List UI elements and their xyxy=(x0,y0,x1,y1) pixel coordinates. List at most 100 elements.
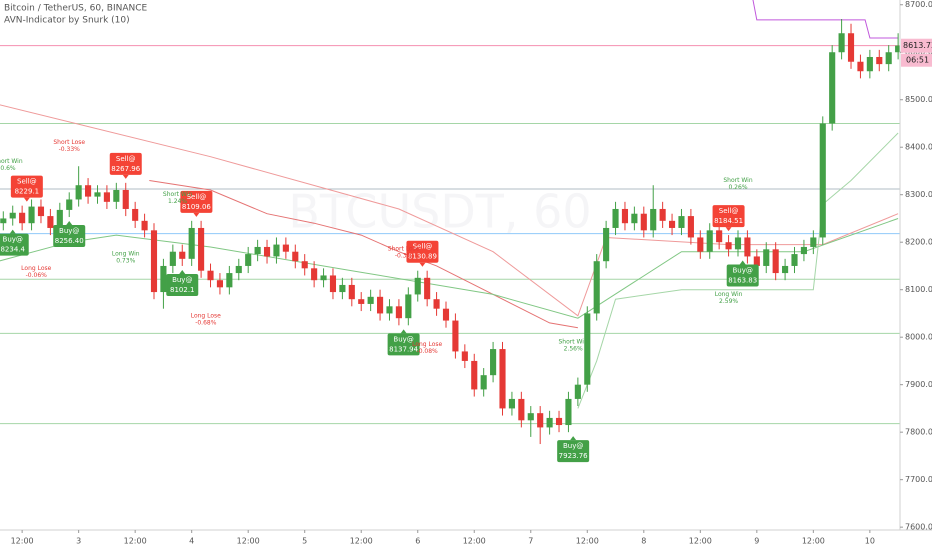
signal-price: 8229.1 xyxy=(15,188,40,196)
candle-body xyxy=(650,208,657,231)
note-pct: 0.26% xyxy=(728,184,747,191)
x-tick-label: 3 xyxy=(76,537,81,546)
y-tick-label: 8500.00 xyxy=(905,95,932,104)
signal-pointer xyxy=(23,197,30,202)
x-tick-label: 12:00 xyxy=(350,537,373,546)
y-tick-label: 8000.00 xyxy=(905,333,932,342)
candle-body xyxy=(546,417,553,428)
candle-body xyxy=(847,33,855,62)
candle-body xyxy=(508,398,515,409)
candle-body xyxy=(75,185,82,200)
note-pct: 0.73% xyxy=(116,258,135,265)
signal-pointer xyxy=(739,260,746,265)
x-tick-label: 12:00 xyxy=(237,537,260,546)
candle-body xyxy=(706,230,713,252)
indicator-line xyxy=(752,0,899,39)
candle-body xyxy=(866,56,873,72)
plot-area: Buy@ 8234.4 Sell@ 8229.1 Buy@ 8256.40 Sell@ 826… xyxy=(0,0,900,463)
candle-body xyxy=(367,296,374,304)
candle-body xyxy=(9,212,16,219)
x-tick-label: 9 xyxy=(754,537,759,546)
candle-body xyxy=(565,398,572,426)
candle-body xyxy=(725,242,732,250)
signal-pointer xyxy=(179,269,186,274)
candle-body xyxy=(744,237,751,257)
candle-body xyxy=(753,256,760,266)
candle-body xyxy=(442,308,450,321)
x-tick-label: 7 xyxy=(528,537,533,546)
candle-body xyxy=(471,360,478,390)
candle-body xyxy=(216,280,223,288)
signal-box xyxy=(712,205,745,228)
candle-body xyxy=(377,296,384,314)
signal-label: Sell@ xyxy=(719,207,739,215)
y-tick-label: 8200.00 xyxy=(905,238,932,247)
chart-title: Bitcoin / TetherUS, 60, BINANCE xyxy=(4,4,148,14)
x-tick-label: 12:00 xyxy=(689,537,712,546)
candle-body xyxy=(857,61,864,72)
candle-body xyxy=(169,251,176,266)
x-tick-label: 12:00 xyxy=(802,537,825,546)
candle-body xyxy=(47,216,54,228)
candle-body xyxy=(584,313,591,385)
signal-price: 8234.4 xyxy=(0,246,25,254)
candle-body xyxy=(405,294,412,319)
candle-body xyxy=(829,52,836,124)
signal-label: Buy@ xyxy=(3,236,23,244)
signal-label: Buy@ xyxy=(563,442,583,450)
candle-body xyxy=(876,56,883,65)
candle-body xyxy=(574,384,581,399)
candle-body xyxy=(179,251,186,259)
candle-body xyxy=(490,349,497,376)
signal-box xyxy=(557,440,590,463)
last-price: 8613.73 xyxy=(903,41,932,50)
signal-label: Sell@ xyxy=(116,155,136,163)
note-pct: -0.33% xyxy=(59,146,81,153)
signal-label: Buy@ xyxy=(393,335,413,343)
indicator-line xyxy=(0,104,899,317)
signal-label: Sell@ xyxy=(187,193,207,201)
candle-body xyxy=(301,261,308,269)
note-text: Short Win xyxy=(0,158,23,165)
candle-body xyxy=(621,208,629,224)
candle-body xyxy=(113,189,120,202)
note-text: Short Lose xyxy=(388,246,420,253)
candle-body xyxy=(150,230,158,293)
signal-pointer xyxy=(570,436,577,441)
x-tick-label: 6 xyxy=(415,537,420,546)
note-pct: 1.24% xyxy=(168,198,187,205)
candle-body xyxy=(640,213,647,231)
note-pct: 2.59% xyxy=(719,298,738,305)
note-text: Long Lose xyxy=(412,341,442,348)
signal-box xyxy=(387,333,420,356)
candle-body xyxy=(668,220,676,228)
y-tick-label: 7800.00 xyxy=(905,428,932,437)
indicator-title: AVN-Indicator by Snurk (10) xyxy=(4,16,130,26)
candle-body xyxy=(386,306,393,314)
candle-body xyxy=(235,265,242,274)
candle-body xyxy=(593,261,600,314)
candle-body xyxy=(273,244,280,257)
candle-body xyxy=(245,254,252,266)
candle-body xyxy=(311,268,318,281)
candle-body xyxy=(28,206,35,224)
candle-body xyxy=(763,249,770,266)
candle-body xyxy=(292,251,299,262)
note-text: Short Win xyxy=(723,177,752,184)
candle-body xyxy=(103,192,110,202)
signal-price: 7923.76 xyxy=(559,452,588,460)
candle-body xyxy=(659,208,666,221)
signal-price: 8267.96 xyxy=(111,165,140,173)
candle-body xyxy=(461,351,468,361)
candle-body xyxy=(603,227,610,262)
signal-pointer xyxy=(725,227,732,232)
signal-box xyxy=(0,233,29,256)
candle-body xyxy=(141,220,148,231)
countdown: 06:51 xyxy=(906,56,929,65)
note-text: Long Win xyxy=(715,291,743,298)
signal-pointer xyxy=(9,229,16,234)
axes: 7600.007700.007800.007900.008000.008100.… xyxy=(11,0,932,546)
candle-body xyxy=(329,275,337,293)
candle-body xyxy=(19,212,26,224)
